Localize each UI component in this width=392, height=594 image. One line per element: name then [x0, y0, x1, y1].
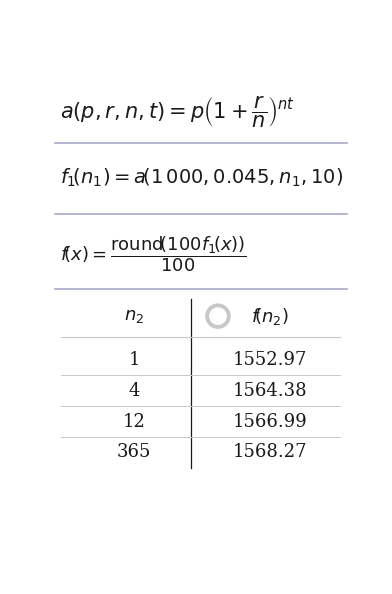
Text: $f_1\!\left(n_1\right)=a\!\left(1\,000,0.045,n_1,10\right)$: $f_1\!\left(n_1\right)=a\!\left(1\,000,0…	[60, 167, 343, 189]
Text: 365: 365	[117, 444, 151, 462]
Text: 12: 12	[123, 413, 146, 431]
Text: 1552.97: 1552.97	[233, 351, 307, 369]
Text: 1568.27: 1568.27	[232, 444, 307, 462]
Text: $n_2$: $n_2$	[124, 307, 144, 325]
Text: $f\!\left(n_2\right)$: $f\!\left(n_2\right)$	[251, 306, 289, 327]
Text: 4: 4	[129, 382, 140, 400]
Circle shape	[207, 305, 229, 327]
Text: 1: 1	[129, 351, 140, 369]
Text: $a\left(p,r,n,t\right)=p\left(1+\dfrac{r}{n}\right)^{nt}$: $a\left(p,r,n,t\right)=p\left(1+\dfrac{r…	[60, 94, 295, 129]
Text: $f\!\left(x\right)=\dfrac{\mathrm{round}\!\left(100f_1\!\left(x\right)\right)}{1: $f\!\left(x\right)=\dfrac{\mathrm{round}…	[60, 235, 247, 274]
Text: 1566.99: 1566.99	[232, 413, 307, 431]
Text: 1564.38: 1564.38	[232, 382, 307, 400]
